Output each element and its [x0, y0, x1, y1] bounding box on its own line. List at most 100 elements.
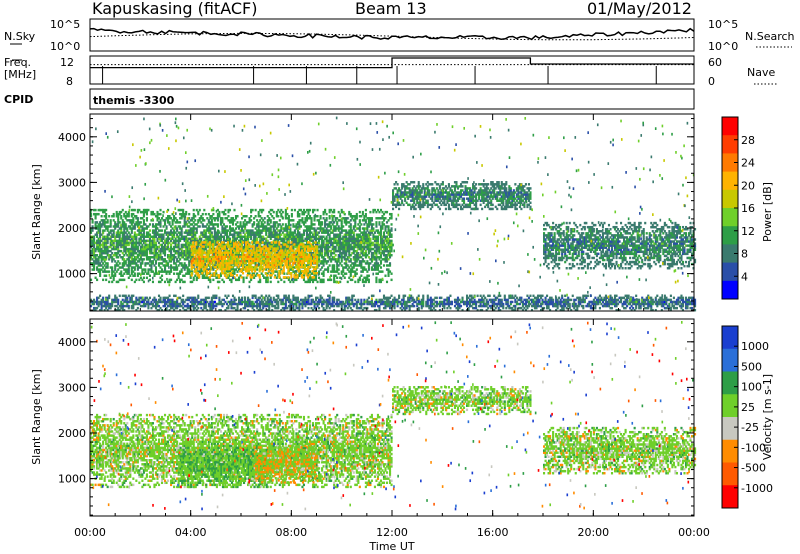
echo-cell — [283, 281, 285, 283]
echo-cell — [251, 241, 253, 243]
nave-label: Nave — [747, 66, 775, 79]
echo-cell — [143, 219, 145, 221]
echo-cell — [108, 281, 110, 283]
echo-cell — [362, 211, 364, 213]
echo-cell — [291, 209, 293, 211]
echo-cell — [316, 266, 318, 268]
echo-cell — [195, 241, 197, 243]
echo-cell — [356, 268, 358, 270]
echo-cell — [259, 279, 261, 281]
power-echo-map — [90, 117, 696, 312]
echo-cell — [161, 275, 163, 277]
echo-cell — [333, 209, 335, 211]
nsearch-tick-high: 10^5 — [708, 18, 738, 31]
echo-cell — [301, 217, 303, 219]
echo-cell — [290, 241, 292, 243]
echo-cell — [239, 221, 241, 223]
echo-cell — [98, 213, 100, 215]
echo-cell — [108, 215, 110, 217]
echo-cell — [107, 219, 109, 221]
echo-cell — [252, 209, 254, 211]
echo-cell — [294, 209, 296, 211]
echo-cell — [359, 219, 361, 221]
echo-cell — [193, 209, 195, 211]
echo-cell — [316, 245, 318, 247]
echo-cell — [292, 219, 294, 221]
freq-tick-low: 8 — [66, 75, 73, 88]
cpid-label: CPID — [4, 93, 33, 106]
echo-cell — [360, 223, 362, 225]
echo-cell — [105, 209, 107, 211]
echo-cell — [344, 277, 346, 279]
echo-cell — [123, 279, 125, 281]
echo-cell — [143, 281, 145, 283]
echo-cell — [335, 254, 337, 256]
echo-cell — [102, 279, 104, 281]
echo-cell — [386, 281, 388, 283]
echo-cell — [369, 238, 371, 240]
echo-cell — [224, 209, 226, 211]
echo-cell — [275, 241, 277, 243]
echo-cell — [146, 217, 148, 219]
echo-cell — [271, 241, 273, 243]
echo-cell — [253, 245, 255, 247]
echo-cell — [255, 215, 257, 217]
echo-cell — [371, 217, 373, 219]
echo-cell — [280, 279, 282, 281]
echo-cell — [310, 217, 312, 219]
echo-cell — [390, 213, 392, 215]
echo-cell — [205, 213, 207, 215]
nsky-panel: N.Sky 10^5 10^0 10^5 10^0 N.Search — [4, 18, 795, 53]
echo-cell — [278, 241, 280, 243]
echo-cell — [389, 262, 391, 264]
echo-cell — [390, 227, 392, 229]
echo-cell — [135, 279, 137, 281]
echo-cell — [283, 272, 285, 274]
echo-cell — [317, 281, 319, 283]
echo-cell — [218, 274, 220, 276]
echo-cell — [270, 281, 272, 283]
echo-cell — [246, 215, 248, 217]
echo-cell — [199, 225, 201, 227]
echo-cell — [184, 281, 186, 283]
echo-cell — [212, 279, 214, 281]
echo-cell — [308, 274, 310, 276]
echo-cell — [110, 219, 112, 221]
echo-cell — [320, 215, 322, 217]
echo-cell — [317, 215, 319, 217]
echo-cell — [330, 279, 332, 281]
echo-cell — [182, 209, 184, 211]
echo-cell — [264, 221, 266, 223]
echo-cell — [329, 264, 331, 266]
echo-cell — [380, 266, 382, 268]
echo-cell — [277, 247, 279, 249]
nsky-label: N.Sky — [4, 30, 36, 43]
echo-cell — [170, 279, 172, 281]
echo-cell — [188, 213, 190, 215]
echo-cell — [255, 209, 257, 211]
echo-cell — [383, 264, 385, 266]
echo-cell — [296, 274, 298, 276]
echo-cell — [250, 215, 252, 217]
echo-cell — [392, 208, 394, 210]
echo-cell — [231, 266, 233, 268]
echo-cell — [253, 274, 255, 276]
echo-cell — [259, 274, 261, 276]
date-title: 01/May/2012 — [587, 0, 692, 18]
echo-cell — [107, 262, 109, 264]
echo-cell — [119, 221, 121, 223]
echo-cell — [282, 211, 284, 213]
echo-cell — [259, 243, 261, 245]
echo-cell — [347, 281, 349, 283]
echo-cell — [384, 217, 386, 219]
echo-cell — [351, 279, 353, 281]
echo-cell — [384, 275, 386, 277]
echo-cell — [243, 277, 245, 279]
echo-cell — [368, 275, 370, 277]
echo-cell — [390, 272, 392, 274]
echo-cell — [317, 209, 319, 211]
echo-cell — [120, 270, 122, 272]
echo-cell — [338, 211, 340, 213]
echo-cell — [403, 204, 405, 206]
echo-cell — [146, 277, 148, 279]
